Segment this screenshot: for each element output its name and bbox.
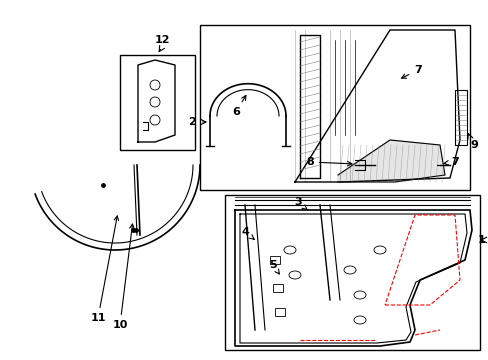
- Bar: [200, 25, 469, 190]
- Bar: [269, 256, 280, 264]
- Text: 7: 7: [401, 65, 421, 78]
- Text: 7: 7: [443, 157, 458, 167]
- Text: 1: 1: [476, 235, 484, 245]
- Text: 9: 9: [469, 140, 477, 150]
- Text: 8: 8: [305, 157, 351, 167]
- Text: 5: 5: [268, 260, 279, 274]
- Text: 6: 6: [232, 95, 245, 117]
- Text: 11: 11: [90, 216, 119, 323]
- Text: 4: 4: [241, 227, 254, 239]
- Text: 10: 10: [112, 224, 134, 330]
- Bar: [454, 90, 466, 145]
- Bar: [120, 55, 195, 150]
- Text: 12: 12: [154, 35, 169, 45]
- Bar: [272, 284, 283, 292]
- Text: 3: 3: [294, 197, 306, 210]
- Polygon shape: [337, 140, 444, 182]
- Text: 2: 2: [188, 117, 196, 127]
- Bar: [274, 308, 285, 316]
- Bar: [224, 195, 479, 350]
